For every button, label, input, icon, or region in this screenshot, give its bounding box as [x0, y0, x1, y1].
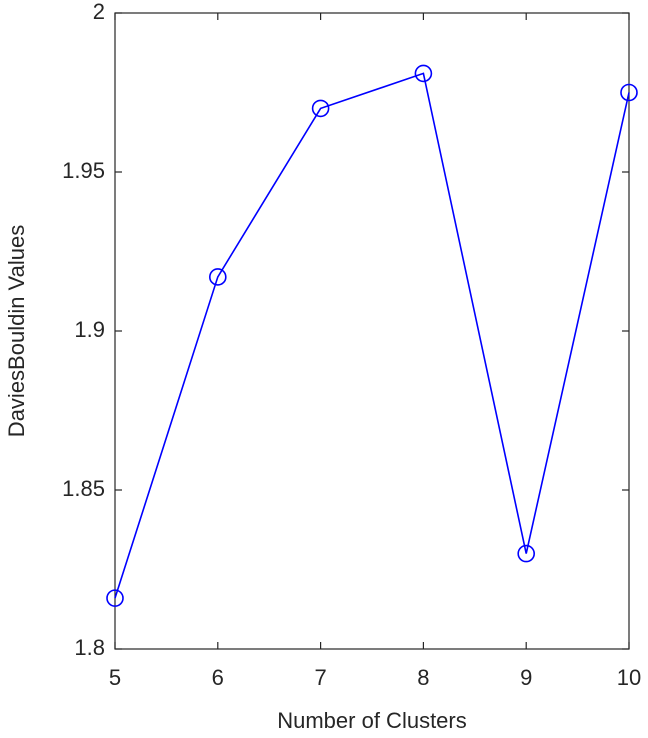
y-tick-label: 1.8 [74, 635, 105, 660]
marker [517, 544, 536, 563]
marker [209, 268, 227, 286]
x-tick-label: 10 [617, 665, 641, 690]
y-tick-label: 1.95 [62, 158, 105, 183]
x-tick-label: 7 [314, 665, 326, 690]
x-axis-label: Number of Clusters [277, 708, 467, 733]
y-tick-label: 2 [93, 0, 105, 24]
plot-area [114, 12, 630, 650]
marker [414, 64, 433, 83]
series-line [114, 72, 630, 599]
x-tick-label: 6 [212, 665, 224, 690]
marker [620, 83, 638, 102]
x-tick-label: 8 [417, 665, 429, 690]
y-tick-label: 1.9 [74, 317, 105, 342]
y-axis-label: DaviesBouldin Values [4, 225, 29, 437]
marker [311, 99, 330, 118]
x-tick-label: 5 [109, 665, 121, 690]
x-tick-label: 9 [520, 665, 532, 690]
marker [106, 589, 124, 607]
y-tick-label: 1.85 [62, 476, 105, 501]
